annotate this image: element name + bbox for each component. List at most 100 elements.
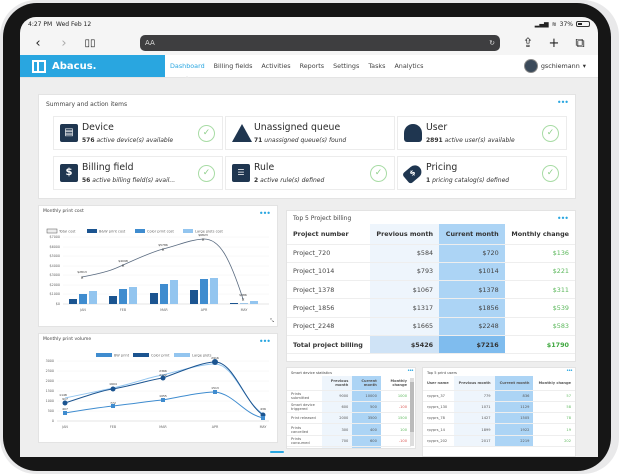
- card-unassigned-queue[interactable]: Unassigned queue 71 unassigned queue(s) …: [225, 116, 395, 150]
- svg-text:$0: $0: [56, 302, 60, 306]
- check-icon: ✓: [542, 125, 559, 142]
- column-header[interactable]: Monthly change: [504, 224, 575, 245]
- avatar: [523, 59, 538, 73]
- card-subtitle: 2 active rule(s) defined: [254, 177, 325, 184]
- svg-text:JAN: JAN: [61, 425, 68, 429]
- table-row[interactable]: Prints submitted 9000 10000 1000: [287, 390, 411, 402]
- svg-text:APR: APR: [201, 308, 208, 312]
- status-time: 4:27 PM: [28, 20, 53, 28]
- wifi-icon: ≋: [551, 20, 557, 28]
- column-header[interactable]: Monthly change: [380, 376, 411, 391]
- scrollbar[interactable]: [410, 378, 414, 446]
- column-header[interactable]: Previous month: [321, 376, 353, 391]
- battery-percent: 37%: [559, 20, 573, 28]
- bookmarks-icon[interactable]: ▯▯: [84, 37, 96, 49]
- table-row[interactable]: Smart device triggered 600 500 -100: [287, 401, 411, 414]
- print-users-table: User name Previous month Current month Mont…: [423, 376, 575, 447]
- card-subtitle: 2891 active user(s) available: [426, 137, 515, 144]
- table-row[interactable]: Print released 2000 3500 1500: [287, 412, 411, 425]
- more-menu-icon[interactable]: •••: [556, 214, 569, 223]
- brand-logo[interactable]: Abacus.: [20, 55, 165, 77]
- svg-text:Color print cost: Color print cost: [147, 230, 174, 234]
- device-stats-panel: Smart device statistics ••• Previous mon…: [286, 367, 416, 449]
- status-date: Wed Feb 12: [56, 20, 92, 28]
- rule-icon: ☰: [232, 164, 250, 182]
- chevron-down-icon: ▾: [582, 62, 586, 70]
- svg-text:0: 0: [52, 419, 54, 423]
- tabs-button[interactable]: ⧉: [575, 35, 585, 51]
- table-row[interactable]: Prints cancelled 300 400 100: [287, 423, 411, 436]
- table-row[interactable]: Project_1014 $793 $1014 $221: [287, 262, 575, 282]
- card-user[interactable]: User 2891 active user(s) available ✓: [397, 116, 567, 150]
- card-title: Rule: [254, 162, 275, 173]
- table-row[interactable]: Smart device savings13001100-200: [287, 446, 411, 448]
- svg-text:$6823: $6823: [198, 233, 208, 237]
- panel-title: Top 5 Project billing: [293, 215, 352, 222]
- table-row[interactable]: Project_720 $584 $720 $136: [287, 244, 575, 263]
- table-row[interactable]: Project_1856 $1317 $1856 $539: [287, 298, 575, 318]
- card-pricing[interactable]: $ Pricing 1 pricing catalog(s) defined ✓: [397, 156, 567, 190]
- column-header[interactable]: Previous month: [369, 224, 440, 245]
- svg-text:MAY: MAY: [241, 308, 249, 312]
- resize-handle[interactable]: ⤡: [269, 318, 274, 324]
- column-header[interactable]: Current month: [494, 376, 534, 391]
- svg-text:$6000: $6000: [50, 245, 61, 249]
- more-menu-icon[interactable]: •••: [258, 209, 271, 218]
- svg-text:$4000: $4000: [50, 264, 61, 268]
- column-header[interactable]: Previous month: [453, 376, 495, 391]
- more-menu-icon[interactable]: •••: [407, 368, 414, 374]
- card-device[interactable]: ▤ Device 576 active device(s) available …: [53, 116, 223, 150]
- back-button[interactable]: ‹: [35, 35, 41, 51]
- user-icon: [404, 124, 422, 142]
- check-icon: ✓: [542, 165, 559, 182]
- nav-analytics[interactable]: Analytics: [394, 62, 424, 70]
- table-row[interactable]: rpyprs_78 1427 1505 78: [423, 412, 575, 425]
- column-header[interactable]: Current month: [352, 376, 381, 391]
- forward-button[interactable]: ›: [61, 35, 67, 51]
- table-row[interactable]: rpyprs_14 1899 1922 19: [423, 423, 575, 436]
- table-row[interactable]: Project_2248 $1665 $2248 $583: [287, 317, 575, 336]
- svg-text:✕: ✕: [161, 247, 164, 252]
- cost-chart: Total cost B&W print cost Color print co…: [46, 228, 269, 312]
- table-row[interactable]: rpyprs_37 779 836 57: [423, 390, 575, 402]
- device-stats-table: Previous month Current month Monthly chang…: [287, 376, 411, 448]
- project-billing-panel: Top 5 Project billing ••• Project number…: [286, 210, 576, 362]
- column-header[interactable]: Project number: [287, 224, 370, 245]
- svg-text:1513: 1513: [211, 386, 219, 390]
- more-menu-icon[interactable]: •••: [566, 368, 573, 374]
- svg-text:1000: 1000: [46, 399, 54, 403]
- new-tab-button[interactable]: +: [548, 35, 560, 51]
- table-row[interactable]: Prints consumed 700 600 -100: [287, 435, 411, 447]
- card-title: Device: [82, 122, 114, 133]
- check-icon: ✓: [198, 165, 215, 182]
- column-header[interactable]: Current month: [439, 224, 505, 245]
- card-rule[interactable]: ☰ Rule 2 active rule(s) defined ✓: [225, 156, 395, 190]
- dashboard-content: Summary and action items ••• ▤ Device 57…: [20, 78, 598, 457]
- nav-settings[interactable]: Settings: [333, 62, 360, 70]
- more-menu-icon[interactable]: •••: [556, 98, 569, 107]
- card-billing-field[interactable]: $ Billing field 56 active billing field(…: [53, 156, 223, 190]
- nav-tasks[interactable]: Tasks: [368, 62, 386, 70]
- nav-reports[interactable]: Reports: [299, 62, 325, 70]
- user-menu[interactable]: gschiemann ▾: [523, 55, 598, 77]
- panel-title: Smart device statistics: [291, 371, 332, 375]
- svg-text:1148: 1148: [59, 393, 67, 397]
- column-header[interactable]: Monthly change: [533, 376, 575, 391]
- nav-billing-fields[interactable]: Billing fields: [213, 62, 253, 70]
- nav-dashboard[interactable]: Dashboard: [170, 62, 205, 79]
- share-button[interactable]: ⇪: [522, 35, 534, 51]
- nav-activities[interactable]: Activities: [261, 62, 291, 70]
- svg-text:$5000: $5000: [50, 254, 61, 258]
- svg-text:2916: 2916: [211, 356, 219, 360]
- svg-text:MAY: MAY: [260, 425, 268, 429]
- check-icon: ✓: [370, 165, 387, 182]
- table-row[interactable]: Project_1378 $1067 $1378 $311: [287, 280, 575, 300]
- reader-text-size-button[interactable]: AA: [145, 39, 155, 47]
- reload-icon[interactable]: ↻: [489, 39, 495, 47]
- table-row[interactable]: rpyprs_202 2017 2219 202: [423, 435, 575, 447]
- table-row[interactable]: rpyprs_130 1071 1129 58: [423, 401, 575, 414]
- column-header[interactable]: User name: [423, 376, 454, 391]
- more-menu-icon[interactable]: •••: [258, 337, 271, 346]
- card-subtitle: 56 active billing field(s) avail...: [82, 177, 176, 184]
- address-bar[interactable]: AA ↻: [140, 35, 500, 51]
